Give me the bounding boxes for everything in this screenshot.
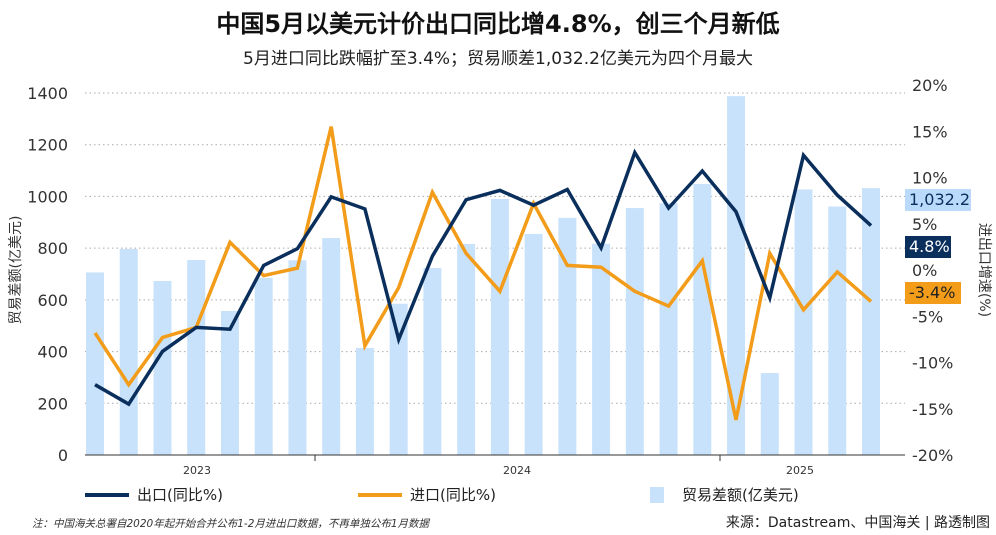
- right-tick-label: 20%: [912, 76, 948, 95]
- bar-trade-balance: [828, 206, 847, 455]
- legend-exports: 出口(同比%): [85, 484, 223, 505]
- left-tick-label: 1400: [27, 84, 68, 103]
- chart-title: 中国5月以美元计价出口同比增4.8%，创三个月新低: [216, 10, 780, 38]
- right-tick-label: -5%: [912, 307, 943, 326]
- bar-trade-balance: [524, 233, 543, 455]
- bar-trade-balance: [389, 303, 408, 455]
- left-tick-label: 0: [58, 446, 68, 465]
- right-tick-label: -20%: [912, 446, 953, 465]
- bar-trade-balance: [288, 260, 307, 455]
- bar-trade-balance: [423, 268, 442, 455]
- legend-swatch-exports: [85, 492, 129, 497]
- bar-trade-balance: [659, 203, 678, 455]
- right-tick-label: 10%: [912, 169, 948, 188]
- legend-label-imports: 进口(同比%): [410, 486, 496, 504]
- left-tick-label: 400: [37, 343, 68, 362]
- legend-balance: 贸易差额(亿美元): [650, 484, 799, 505]
- end-label-balance: 1,032.2: [909, 190, 970, 209]
- bar-trade-balance: [355, 347, 374, 455]
- left-tick-label: 800: [37, 239, 68, 258]
- left-axis-title: 贸易差额(亿美元): [8, 216, 24, 325]
- right-tick-label: -15%: [912, 400, 953, 419]
- line-imports: [93, 126, 873, 421]
- left-tick-label: 1000: [27, 187, 68, 206]
- bar-trade-balance: [625, 208, 644, 455]
- footnote: 注：中国海关总署自2020年起开始合并公布1-2月进出口数据，不再单独公布1月数…: [32, 518, 430, 530]
- bar-trade-balance: [558, 217, 577, 455]
- bar-trade-balance: [254, 277, 273, 455]
- bar-trade-balance: [727, 96, 746, 456]
- bar-trade-balance: [760, 373, 779, 455]
- right-axis-title: 进出口增速(%): [976, 223, 992, 317]
- legend-label-exports: 出口(同比%): [137, 486, 223, 504]
- end-label-balance-box: [905, 189, 971, 211]
- line-exports: [94, 148, 873, 407]
- end-label-exports: 4.8%: [909, 237, 950, 256]
- left-tick-label: 600: [37, 291, 68, 310]
- left-tick-label: 200: [37, 394, 68, 413]
- legend-swatch-balance: [650, 486, 664, 503]
- right-tick-label: -10%: [912, 354, 953, 373]
- end-label-imports: -3.4%: [909, 283, 955, 302]
- bar-trade-balance: [220, 310, 239, 455]
- left-tick-label: 1200: [27, 136, 68, 155]
- right-tick-label: 0%: [912, 261, 937, 280]
- chart-subtitle: 5月进口同比跌幅扩至3.4%；贸易顺差1,032.2亿美元为四个月最大: [243, 49, 753, 69]
- bar-trade-balance: [490, 199, 509, 455]
- right-tick-label: 5%: [912, 215, 937, 234]
- bar-trade-balance: [592, 243, 611, 455]
- bar-trade-balance: [322, 238, 341, 455]
- bar-trade-balance: [794, 189, 813, 455]
- bar-trade-balance: [86, 272, 104, 455]
- legend-imports: 进口(同比%): [358, 484, 496, 505]
- year-label: 2023: [183, 464, 211, 477]
- end-label-exports-box: [905, 236, 951, 258]
- bar-trade-balance: [119, 248, 138, 455]
- legend-swatch-imports: [358, 492, 402, 497]
- bar-trade-balance: [693, 184, 712, 455]
- year-label: 2024: [503, 464, 531, 477]
- bar-trade-balance: [153, 280, 172, 455]
- source: 来源：Datastream、中国海关 | 路透制图: [725, 515, 990, 531]
- year-label: 2025: [786, 464, 814, 477]
- right-tick-label: 15%: [912, 122, 948, 141]
- legend-label-balance: 贸易差额(亿美元): [682, 486, 799, 504]
- end-label-imports-box: [905, 282, 961, 304]
- bar-trade-balance: [187, 260, 206, 455]
- bar-trade-balance: [457, 244, 476, 455]
- bar-trade-balance: [862, 188, 880, 455]
